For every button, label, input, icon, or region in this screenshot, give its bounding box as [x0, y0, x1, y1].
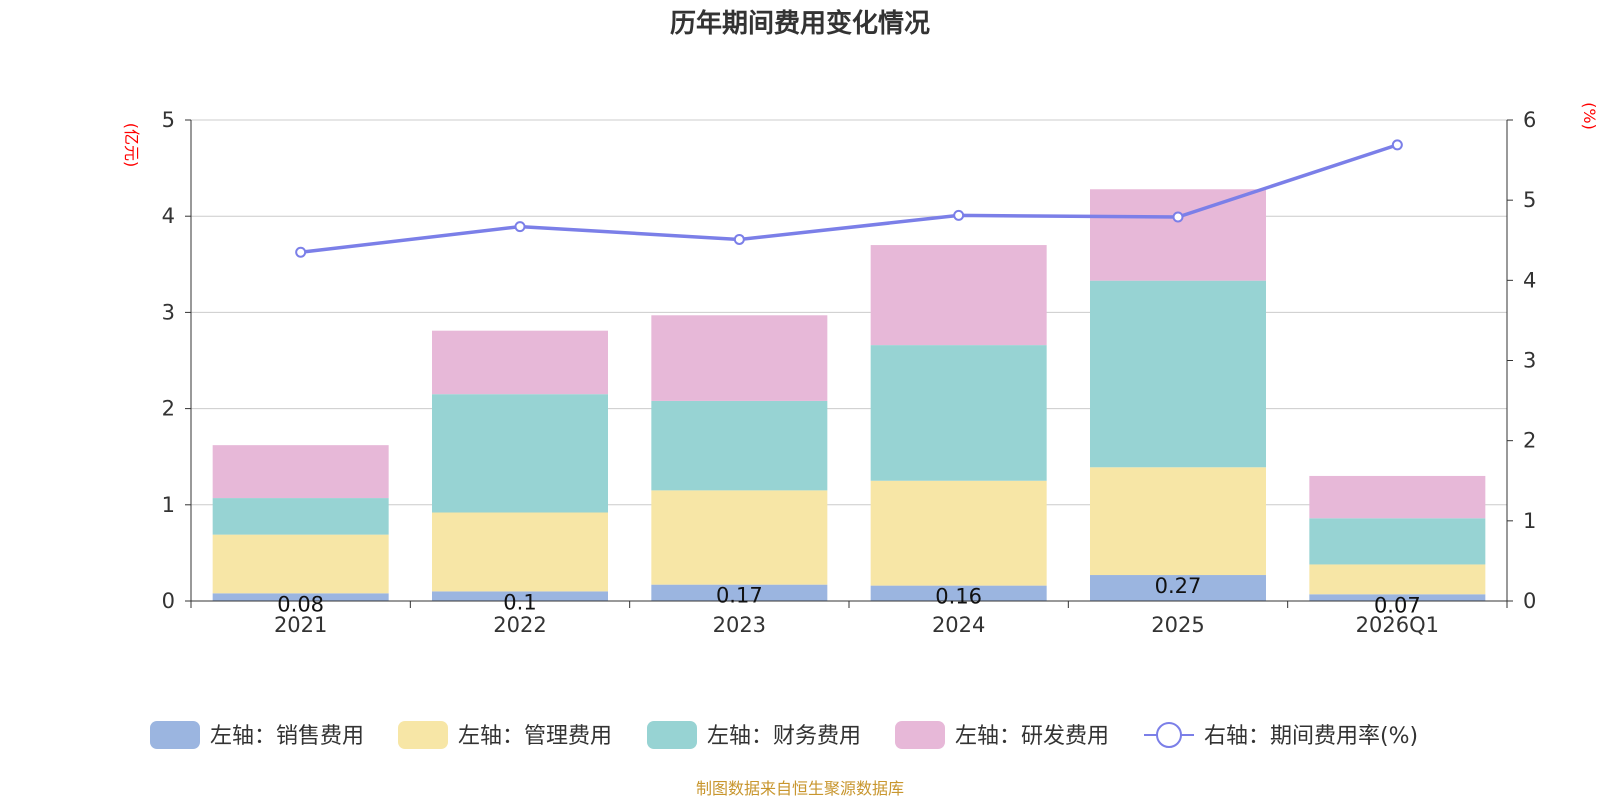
right-axis-tick-label: 3	[1523, 349, 1536, 373]
right-axis-tick-label: 4	[1523, 268, 1536, 292]
bar-segment-series-3-2024	[870, 245, 1047, 346]
legend-swatch	[398, 721, 448, 749]
bar-segment-series-1-2026Q1	[1309, 564, 1486, 595]
bar-segment-series-1-2023	[651, 490, 828, 585]
right-axis-tick-label: 2	[1523, 429, 1536, 453]
legend-item-label: 左轴：管理费用	[458, 724, 612, 749]
bar-segment-series-3-2026Q1	[1309, 475, 1486, 519]
legend-swatch	[647, 721, 697, 749]
bar-segment-series-0-2026Q1	[1309, 594, 1486, 601]
bar-data-label: 0.1	[503, 590, 536, 614]
bar-segment-series-2-2024	[870, 345, 1047, 481]
bar-segment-series-0-2022	[432, 591, 608, 601]
right-axis-tick-label: 1	[1523, 509, 1536, 533]
x-axis-tick-label: 2025	[1151, 613, 1204, 637]
rate-line-point	[953, 209, 965, 221]
bar-segment-series-2-2023	[651, 400, 828, 491]
bar-segment-series-1-2022	[432, 512, 608, 592]
legend-item-label: 左轴：研发费用	[955, 724, 1109, 749]
left-axis-tick-label: 2	[162, 397, 175, 421]
rate-line-point	[733, 233, 745, 245]
legend-item-label: 右轴：期间费用率(%)	[1204, 724, 1418, 749]
right-axis-tick-label: 5	[1523, 188, 1536, 212]
chart-title: 历年期间费用变化情况	[670, 8, 930, 39]
bar-segment-series-1-2021	[212, 534, 389, 594]
legend-item-label: 左轴：销售费用	[210, 724, 364, 749]
bar-segment-series-3-2021	[212, 445, 389, 499]
rate-line-point	[1172, 211, 1184, 223]
x-axis-tick-label: 2022	[493, 613, 546, 637]
right-axis-tick-label: 0	[1523, 589, 1536, 613]
bar-series	[212, 189, 1486, 601]
left-axis-tick-label: 0	[162, 589, 175, 613]
bar-segment-series-3-2022	[432, 330, 608, 395]
x-axis-tick-label: 2021	[274, 613, 327, 637]
legend: 左轴：销售费用 左轴：管理费用 左轴：财务费用 左轴：研发费用 右轴：期间费用率(%)	[150, 721, 1418, 749]
data-labels: 0.08 0.1 0.17 0.16 0.27 0.07	[277, 574, 1420, 617]
left-axis-tick-label: 1	[162, 493, 175, 517]
right-axis-unit: (%)	[1580, 102, 1599, 130]
rate-line-point	[295, 246, 307, 258]
bar-data-label: 0.27	[1155, 574, 1202, 598]
legend-swatch	[895, 721, 945, 749]
axes: 0 1 2 3 4 5 0 1 2 3 4 5 6 2021 2022 2023 2024 2025 2026Q1	[162, 108, 1537, 637]
legend-item-label: 左轴：财务费用	[707, 724, 861, 749]
rate-line	[300, 143, 1398, 255]
bar-data-label: 0.16	[935, 585, 982, 609]
left-axis-unit: (亿元)	[122, 123, 141, 168]
left-axis-tick-label: 3	[162, 300, 175, 324]
bar-segment-series-0-2021	[212, 593, 389, 601]
gridlines	[191, 119, 1507, 506]
bar-data-label: 0.17	[716, 584, 763, 608]
x-axis-tick-label: 2026Q1	[1356, 613, 1439, 637]
rate-line-point	[1391, 139, 1403, 151]
left-axis-tick-label: 5	[162, 108, 175, 132]
legend-swatch	[150, 721, 200, 749]
x-axis-tick-label: 2023	[713, 613, 766, 637]
right-axis-tick-label: 6	[1523, 108, 1536, 132]
rate-line-point	[514, 221, 526, 233]
left-axis-tick-label: 4	[162, 204, 175, 228]
source-note: 制图数据来自恒生聚源数据库	[696, 779, 904, 798]
bar-segment-series-2-2021	[212, 498, 389, 535]
bar-segment-series-1-2025	[1090, 467, 1266, 576]
bar-segment-series-0-2024	[870, 585, 1047, 601]
bar-segment-series-0-2023	[651, 584, 828, 601]
x-axis-tick-label: 2024	[932, 613, 985, 637]
rate-line-series	[295, 139, 1403, 258]
bar-segment-series-2-2022	[432, 394, 608, 513]
bar-segment-series-2-2025	[1090, 280, 1266, 468]
bar-segment-series-2-2026Q1	[1309, 518, 1486, 565]
bar-data-label: 0.07	[1374, 593, 1421, 617]
bar-segment-series-1-2024	[870, 480, 1047, 586]
bar-segment-series-3-2025	[1090, 189, 1266, 281]
bar-data-label: 0.08	[277, 592, 324, 616]
bar-segment-series-3-2023	[651, 315, 828, 401]
legend-marker	[1156, 722, 1182, 748]
bar-segment-series-0-2025	[1090, 575, 1266, 601]
